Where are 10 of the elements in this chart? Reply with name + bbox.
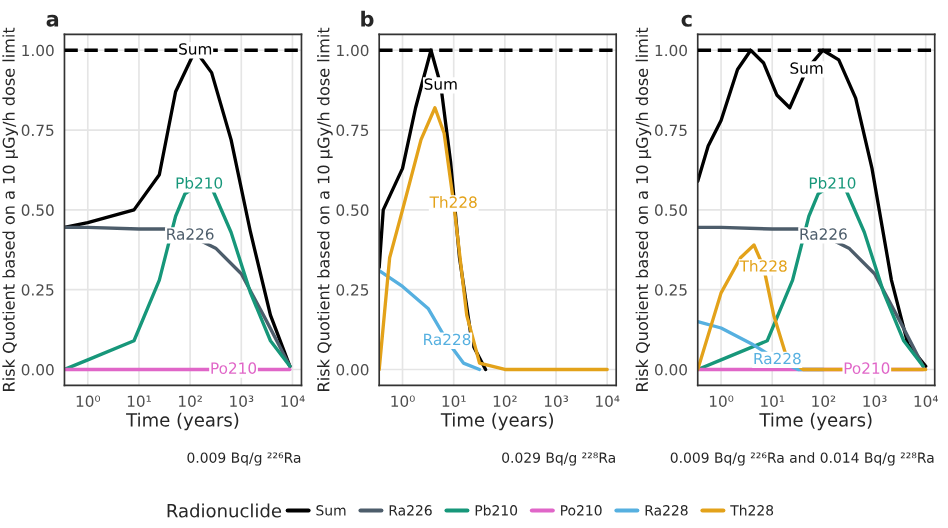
- y-axis-title: Risk Quotient based on a 10 µGy/h dose limit: [2, 27, 18, 391]
- x-axis-title: Time (years): [440, 412, 553, 431]
- y-axis-title: Risk Quotient based on a 10 µGy/h dose limit: [635, 27, 652, 391]
- x-axis-title: Time (years): [759, 412, 872, 431]
- chart-title: c: [681, 14, 692, 27]
- y-axis-title: Risk Quotient based on a 10 µGy/h dose limit: [317, 27, 333, 391]
- chart-title: b: [361, 10, 374, 27]
- chart-title: a: [46, 14, 59, 27]
- legend-title: Radionuclide: [167, 503, 282, 518]
- x-axis-title: Time (years): [126, 412, 239, 431]
